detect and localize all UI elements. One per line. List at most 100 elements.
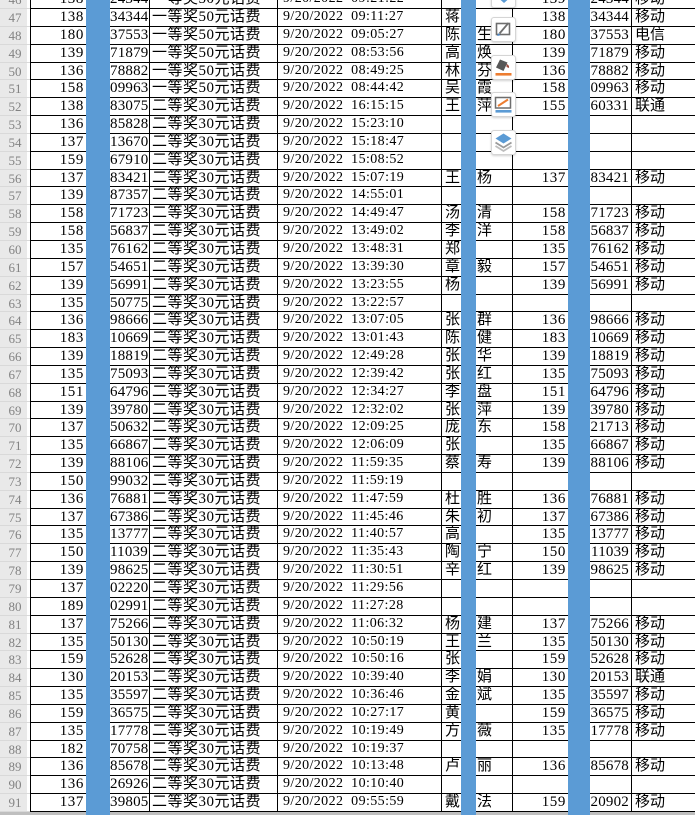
phone-suffix2-cell[interactable]: 54651 xyxy=(570,258,632,277)
phone-prefix2-cell[interactable]: 136 xyxy=(513,758,570,777)
phone-suffix-cell[interactable]: 09963 xyxy=(110,80,150,99)
phone-suffix2-cell[interactable]: 10669 xyxy=(570,330,632,349)
datetime-cell[interactable]: 9/20/2022 16:15:15 xyxy=(278,98,442,117)
phone-suffix-cell[interactable]: 36575 xyxy=(110,704,150,723)
winner-name-cell[interactable]: 郑 xyxy=(442,240,513,259)
carrier-cell[interactable]: 移动 xyxy=(632,455,695,473)
phone-suffix-cell[interactable]: 67386 xyxy=(110,508,150,527)
phone-suffix-cell[interactable]: 50632 xyxy=(110,419,150,438)
phone-suffix2-cell[interactable]: 78882 xyxy=(570,62,632,81)
prize-cell[interactable]: 二等奖30元话费 xyxy=(150,348,278,366)
row-number[interactable]: 64 xyxy=(0,312,30,331)
phone-suffix2-cell[interactable] xyxy=(570,580,632,598)
carrier-cell[interactable]: 移动 xyxy=(632,651,695,670)
font-color-icon[interactable] xyxy=(491,92,516,117)
prize-cell[interactable]: 二等奖30元话费 xyxy=(150,651,278,670)
winner-name-cell[interactable]: 张红 xyxy=(442,365,513,384)
phone-prefix2-cell[interactable] xyxy=(513,597,570,616)
phone-prefix2-cell[interactable] xyxy=(513,776,570,795)
phone-prefix2-cell[interactable]: 137 xyxy=(513,615,570,634)
winner-name-cell[interactable]: 方薇 xyxy=(442,722,513,741)
winner-name-cell[interactable]: 陈健 xyxy=(442,330,513,349)
winner-name-cell[interactable] xyxy=(442,187,513,206)
prize-cell[interactable]: 二等奖30元话费 xyxy=(150,169,278,188)
row-number[interactable]: 79 xyxy=(0,580,30,598)
winner-name-cell[interactable]: 庞东 xyxy=(442,419,513,438)
prize-cell[interactable]: 二等奖30元话费 xyxy=(150,383,278,402)
phone-suffix2-cell[interactable]: 13777 xyxy=(570,526,632,545)
phone-suffix-cell[interactable]: 10669 xyxy=(110,330,150,349)
datetime-cell[interactable]: 9/20/2022 10:19:49 xyxy=(278,722,442,741)
phone-suffix2-cell[interactable] xyxy=(570,740,632,759)
carrier-cell[interactable]: 移动 xyxy=(632,330,695,349)
phone-suffix2-cell[interactable] xyxy=(570,597,632,616)
phone-suffix-cell[interactable]: 98625 xyxy=(110,562,150,580)
carrier-cell[interactable]: 移动 xyxy=(632,544,695,563)
datetime-cell[interactable]: 9/20/2022 08:53:56 xyxy=(278,44,442,63)
winner-name-cell[interactable]: 章毅 xyxy=(442,258,513,277)
phone-prefix2-cell[interactable]: 139 xyxy=(513,0,570,9)
datetime-cell[interactable]: 9/20/2022 15:07:19 xyxy=(278,169,442,188)
carrier-cell[interactable]: 移动 xyxy=(632,63,695,81)
winner-name-cell[interactable]: 蔡寿 xyxy=(442,455,513,473)
datetime-cell[interactable]: 9/20/2022 10:27:17 xyxy=(278,704,442,723)
carrier-cell[interactable] xyxy=(632,741,695,759)
row-number[interactable]: 48 xyxy=(0,26,30,45)
phone-suffix-cell[interactable]: 88106 xyxy=(110,455,150,473)
prize-cell[interactable]: 二等奖30元话费 xyxy=(150,704,278,723)
phone-suffix-cell[interactable]: 02220 xyxy=(110,580,150,598)
phone-suffix2-cell[interactable] xyxy=(570,294,632,313)
phone-prefix2-cell[interactable]: 135 xyxy=(513,365,570,384)
carrier-cell[interactable]: 移动 xyxy=(632,312,695,331)
phone-suffix-cell[interactable]: 83421 xyxy=(110,169,150,188)
row-number[interactable]: 84 xyxy=(0,669,30,688)
phone-suffix2-cell[interactable]: 83421 xyxy=(570,169,632,188)
phone-suffix2-cell[interactable]: 67386 xyxy=(570,508,632,527)
phone-suffix2-cell[interactable] xyxy=(570,133,632,152)
phone-suffix-cell[interactable]: 50775 xyxy=(110,294,150,313)
carrier-cell[interactable] xyxy=(632,187,695,206)
row-number[interactable]: 75 xyxy=(0,508,30,527)
phone-prefix2-cell[interactable]: 158 xyxy=(513,223,570,241)
phone-suffix2-cell[interactable]: 88106 xyxy=(570,455,632,473)
phone-prefix2-cell[interactable]: 159 xyxy=(513,704,570,723)
winner-name-cell[interactable]: 陶宁 xyxy=(442,544,513,563)
prize-cell[interactable]: 二等奖30元话费 xyxy=(150,526,278,545)
phone-suffix-cell[interactable]: 83075 xyxy=(110,98,150,117)
carrier-cell[interactable]: 移动 xyxy=(632,437,695,456)
winner-name-cell[interactable]: 杨建 xyxy=(442,615,513,634)
phone-suffix2-cell[interactable]: 98666 xyxy=(570,312,632,331)
datetime-cell[interactable]: 9/20/2022 08:44:42 xyxy=(278,80,442,99)
phone-suffix2-cell[interactable]: 36575 xyxy=(570,704,632,723)
prize-cell[interactable]: 一等奖50元话费 xyxy=(150,0,278,9)
phone-prefix2-cell[interactable]: 136 xyxy=(513,62,570,81)
carrier-cell[interactable]: 移动 xyxy=(632,509,695,527)
phone-suffix2-cell[interactable]: 20902 xyxy=(570,794,632,812)
datetime-cell[interactable]: 9/20/2022 09:11:27 xyxy=(278,9,442,27)
phone-prefix2-cell[interactable]: 155 xyxy=(513,98,570,117)
row-number[interactable]: 80 xyxy=(0,597,30,616)
phone-prefix2-cell[interactable]: 135 xyxy=(513,633,570,652)
winner-name-cell[interactable]: 李娟 xyxy=(442,669,513,688)
datetime-cell[interactable]: 9/20/2022 11:27:28 xyxy=(278,597,442,616)
phone-suffix-cell[interactable]: 75266 xyxy=(110,615,150,634)
prize-cell[interactable]: 二等奖30元话费 xyxy=(150,758,278,777)
row-number[interactable]: 91 xyxy=(0,794,30,812)
row-number[interactable]: 73 xyxy=(0,472,30,491)
winner-name-cell[interactable]: 辛红 xyxy=(442,562,513,580)
phone-suffix-cell[interactable]: 67910 xyxy=(110,151,150,170)
phone-suffix2-cell[interactable] xyxy=(570,187,632,206)
phone-prefix2-cell[interactable]: 130 xyxy=(513,669,570,688)
winner-name-cell[interactable]: 高焕 xyxy=(442,44,513,63)
carrier-cell[interactable]: 移动 xyxy=(632,419,695,438)
winner-name-cell[interactable]: 张华 xyxy=(442,348,513,366)
row-number[interactable]: 74 xyxy=(0,490,30,509)
phone-suffix-cell[interactable]: 71723 xyxy=(110,205,150,224)
phone-suffix2-cell[interactable]: 75266 xyxy=(570,615,632,634)
datetime-cell[interactable]: 9/20/2022 14:49:47 xyxy=(278,205,442,224)
datetime-cell[interactable]: 9/20/2022 15:08:52 xyxy=(278,151,442,170)
datetime-cell[interactable]: 9/20/2022 10:50:19 xyxy=(278,633,442,652)
phone-prefix2-cell[interactable]: 151 xyxy=(513,383,570,402)
phone-prefix2-cell[interactable]: 139 xyxy=(513,455,570,473)
phone-suffix2-cell[interactable]: 71723 xyxy=(570,205,632,224)
